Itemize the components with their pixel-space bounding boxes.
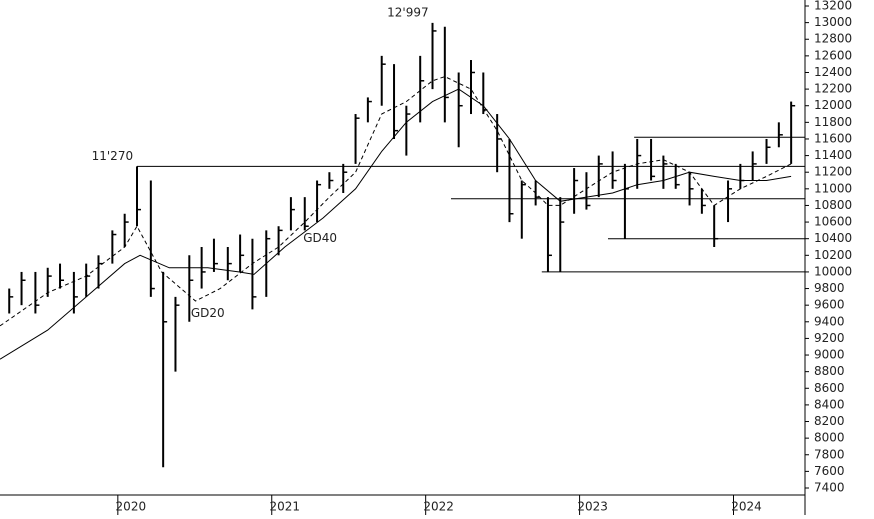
y-tick-label: 11200 — [814, 165, 852, 179]
y-tick-label: 12800 — [814, 32, 852, 46]
y-tick-label: 10600 — [814, 215, 852, 229]
y-tick-label: 11600 — [814, 131, 852, 145]
x-tick-label: 2021 — [269, 500, 300, 514]
x-tick-label: 2020 — [116, 500, 147, 514]
y-tick-label: 8600 — [814, 381, 845, 395]
y-tick-label: 10000 — [814, 264, 852, 278]
y-tick-label: 7400 — [814, 481, 845, 495]
moving-average — [0, 76, 792, 327]
annotation: 11'270 — [92, 149, 133, 163]
y-tick-label: 12400 — [814, 65, 852, 79]
y-tick-label: 13000 — [814, 15, 852, 29]
y-tick-label: 9000 — [814, 348, 845, 362]
y-tick-label: 10200 — [814, 248, 852, 262]
x-tick-label: 2022 — [423, 500, 454, 514]
y-tick-label: 8800 — [814, 364, 845, 378]
y-tick-label: 7800 — [814, 447, 845, 461]
y-tick-label: 10400 — [814, 231, 852, 245]
annotation: 12'997 — [387, 5, 428, 19]
y-tick-label: 9800 — [814, 281, 845, 295]
y-tick-label: 9400 — [814, 314, 845, 328]
y-tick-label: 8000 — [814, 431, 845, 445]
y-tick-label: 8200 — [814, 414, 845, 428]
y-tick-label: 12600 — [814, 48, 852, 62]
y-tick-label: 8400 — [814, 397, 845, 411]
y-tick-label: 10800 — [814, 198, 852, 212]
y-tick-label: 11000 — [814, 181, 852, 195]
y-tick-label: 13200 — [814, 0, 852, 13]
series-label: GD20 — [191, 306, 225, 320]
x-tick-label: 2023 — [577, 500, 608, 514]
y-tick-label: 9600 — [814, 298, 845, 312]
x-tick-label: 2024 — [731, 500, 762, 514]
y-tick-label: 12000 — [814, 98, 852, 112]
y-tick-label: 9200 — [814, 331, 845, 345]
y-tick-label: 7600 — [814, 464, 845, 478]
moving-average — [0, 88, 792, 360]
y-tick-label: 11400 — [814, 148, 852, 162]
y-tick-label: 11800 — [814, 115, 852, 129]
y-tick-label: 12200 — [814, 82, 852, 96]
series-label: GD40 — [303, 231, 337, 245]
